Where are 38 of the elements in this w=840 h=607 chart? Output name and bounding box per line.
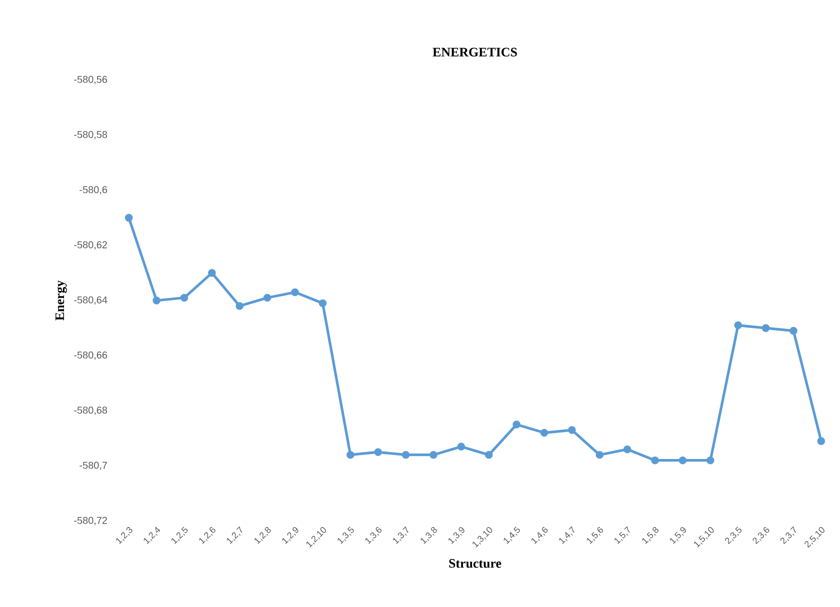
point: [402, 450, 410, 459]
y-tick-label: -580,68: [74, 406, 108, 415]
point: [706, 456, 714, 464]
point: [263, 294, 272, 302]
point: [374, 448, 382, 456]
point: [817, 437, 826, 445]
point: [651, 456, 659, 464]
point: [790, 326, 798, 335]
point: [180, 294, 188, 302]
x-axis-title: Structure: [449, 559, 502, 568]
y-tick-label: -580,72: [74, 516, 107, 526]
point: [762, 324, 770, 332]
point: [430, 450, 438, 459]
point: [623, 445, 632, 454]
y-tick-label: -580,64: [74, 296, 108, 305]
y-tick-label: -580,6: [80, 186, 108, 194]
point: [484, 450, 493, 459]
y-tick-label: -580,66: [74, 352, 108, 360]
y-tick-label: -580,7: [80, 462, 107, 470]
point: [596, 450, 604, 459]
point: [318, 299, 327, 308]
point: [346, 450, 354, 459]
point: [568, 426, 576, 434]
point: [512, 420, 520, 428]
point: [152, 296, 160, 304]
point: [208, 269, 216, 277]
y-axis-title: Energy: [56, 280, 67, 320]
point: [457, 442, 466, 450]
point: [291, 288, 299, 296]
y-tick-label: -580,58: [74, 131, 108, 140]
point: [734, 321, 742, 330]
point: [236, 302, 244, 310]
y-tick-label: -580,62: [74, 241, 107, 250]
point: [124, 214, 133, 222]
point: [678, 456, 687, 464]
point: [540, 428, 548, 437]
chart-title: ENERGETICS: [432, 48, 517, 56]
y-tick-label: -580,56: [74, 76, 108, 84]
